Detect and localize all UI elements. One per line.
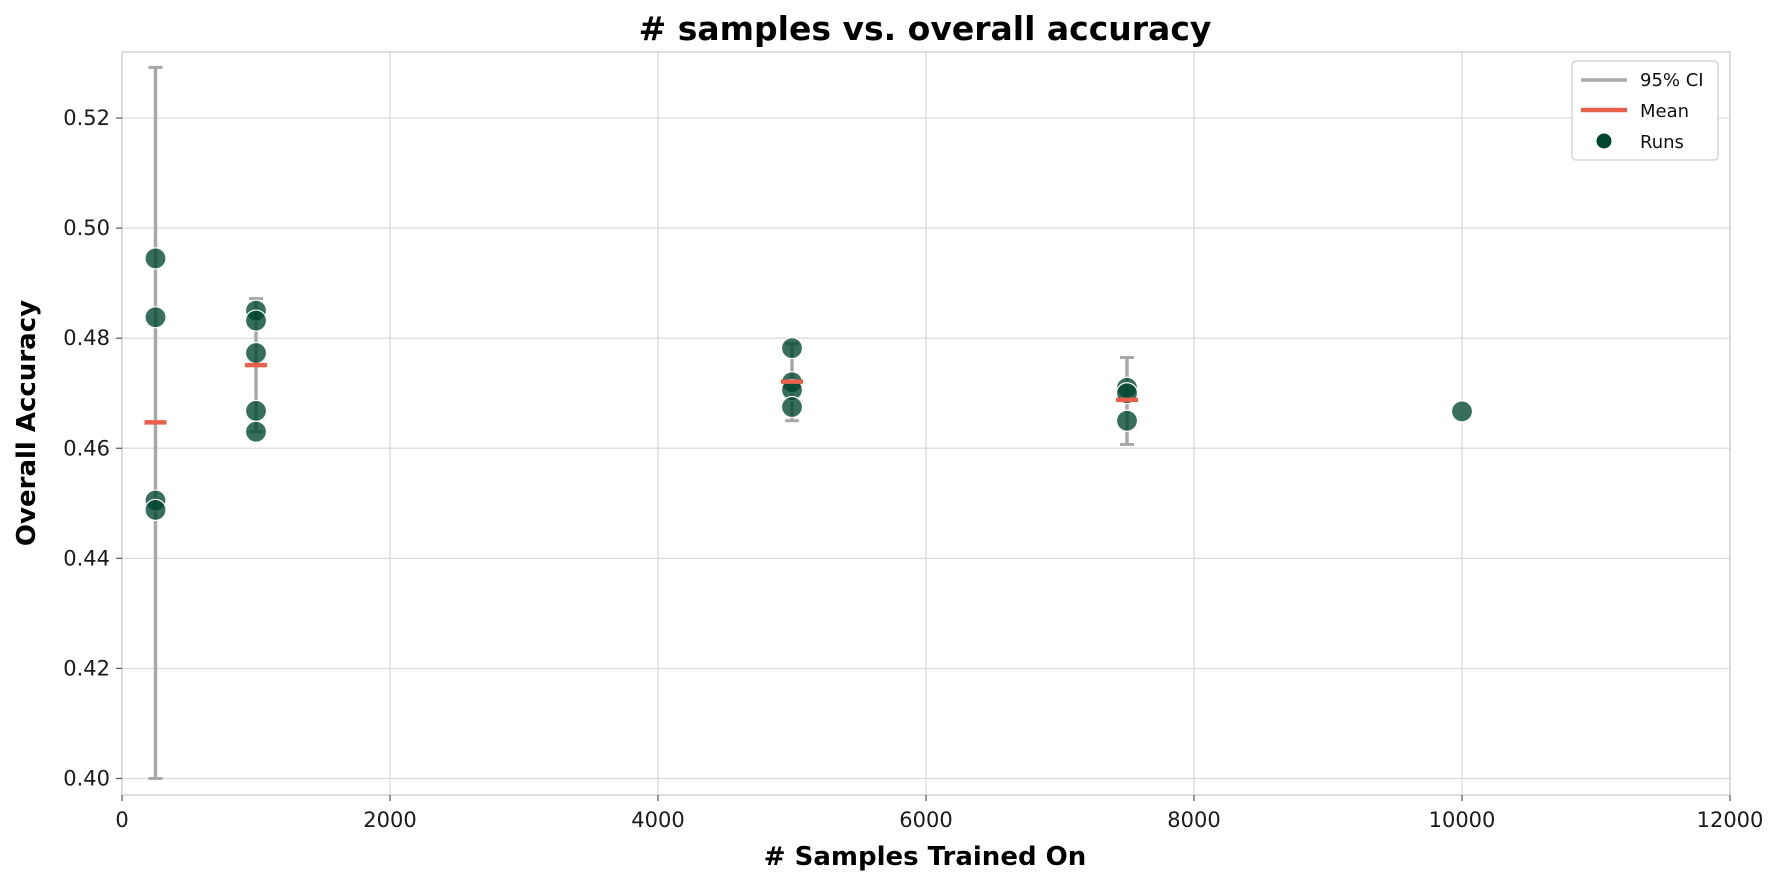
legend: 95% CI Mean Runs — [1571, 60, 1719, 161]
legend-label-ci: 95% CI — [1640, 70, 1704, 91]
x-tick-label: 4000 — [631, 808, 684, 832]
x-tick-label: 12000 — [1697, 808, 1764, 832]
y-tick-label: 0.42 — [63, 656, 110, 680]
run-point — [144, 498, 167, 522]
run-point — [1450, 400, 1474, 423]
legend-label-runs: Runs — [1640, 132, 1684, 153]
grid — [121, 52, 1731, 795]
run-point — [144, 247, 167, 270]
run-point — [244, 309, 268, 332]
legend-label-mean: Mean — [1640, 101, 1689, 122]
chart-title: # samples vs. overall accuracy — [639, 9, 1212, 48]
run-point — [780, 336, 804, 360]
y-tick-label: 0.48 — [63, 326, 110, 350]
x-axis-ticks: 0 2000 4000 6000 8000 10000 12000 — [115, 795, 1763, 832]
x-tick-label: 6000 — [899, 808, 952, 832]
legend-runs-swatch — [1596, 133, 1612, 149]
run-point — [1115, 409, 1139, 432]
y-tick-label: 0.44 — [63, 546, 110, 570]
y-axis-ticks: 0.40 0.42 0.44 0.46 0.48 0.50 0.52 — [63, 106, 122, 790]
y-tick-label: 0.40 — [63, 766, 110, 790]
y-tick-label: 0.52 — [63, 106, 110, 130]
x-tick-label: 8000 — [1167, 808, 1220, 832]
mean-layer — [144, 362, 1138, 425]
x-tick-label: 2000 — [363, 808, 416, 832]
y-tick-label: 0.50 — [63, 216, 110, 240]
run-point — [780, 395, 804, 419]
x-tick-label: 10000 — [1429, 808, 1496, 832]
x-axis-title: # Samples Trained On — [764, 842, 1086, 872]
x-tick-label: 0 — [115, 808, 128, 832]
y-axis-title: Overall Accuracy — [12, 300, 42, 546]
run-point — [244, 399, 268, 422]
runs-layer — [144, 247, 1474, 522]
y-tick-label: 0.46 — [63, 436, 110, 460]
run-point — [244, 420, 268, 443]
run-point — [144, 306, 167, 329]
run-point — [244, 341, 268, 365]
